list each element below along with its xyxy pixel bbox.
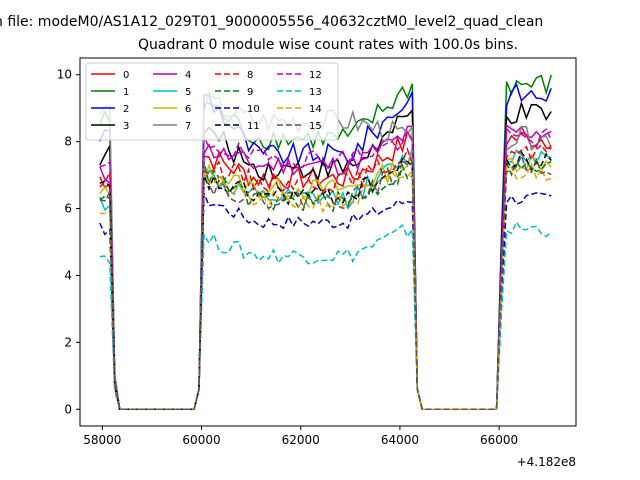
- chart-title: Quadrant 0 module wise count rates with …: [138, 37, 518, 53]
- figure-suptitle: n file: modeM0/AS1A12_029T01_9000005556_…: [0, 14, 544, 30]
- legend-box: [85, 62, 339, 141]
- x-offset-label: +4.182e8: [517, 455, 576, 469]
- series-line-0: [99, 130, 552, 411]
- series-line-9: [99, 160, 552, 411]
- plot-frame: [79, 57, 577, 427]
- y-tick-label: 8: [64, 135, 72, 149]
- series-line-11: [99, 150, 552, 411]
- legend-label-3: 3: [123, 121, 129, 132]
- legend-label-14: 14: [309, 104, 322, 115]
- x-tick-label: 64000: [381, 433, 419, 447]
- legend-label-11: 11: [247, 121, 260, 132]
- legend-label-2: 2: [123, 104, 129, 115]
- legend-label-15: 15: [309, 121, 322, 132]
- series-line-14: [99, 162, 552, 411]
- legend-label-12: 12: [309, 70, 322, 81]
- legend-label-13: 13: [309, 87, 322, 98]
- x-axis: 58000 60000 62000 64000 66000: [83, 426, 518, 447]
- x-tick-label: 58000: [83, 433, 121, 447]
- y-tick-label: 4: [64, 268, 72, 282]
- legend-label-5: 5: [185, 87, 191, 98]
- x-tick-label: 62000: [282, 433, 320, 447]
- series-line-12: [99, 126, 552, 411]
- legend-label-8: 8: [247, 70, 253, 81]
- legend-label-1: 1: [123, 87, 129, 98]
- legend-label-7: 7: [185, 121, 191, 132]
- y-tick-label: 10: [57, 68, 72, 82]
- series-line-13: [99, 220, 552, 411]
- series-line-3: [99, 100, 552, 411]
- legend-label-4: 4: [185, 70, 191, 81]
- y-tick-label: 2: [64, 335, 72, 349]
- legend-label-9: 9: [247, 87, 253, 98]
- y-axis: 0 2 4 6 8 10: [57, 68, 80, 416]
- series-layer: [99, 74, 552, 411]
- y-tick-label: 0: [64, 402, 72, 416]
- x-tick-label: 66000: [480, 433, 518, 447]
- legend-label-10: 10: [247, 104, 260, 115]
- legend-label-0: 0: [123, 70, 129, 81]
- legend-label-6: 6: [185, 104, 191, 115]
- x-tick-label: 60000: [182, 433, 220, 447]
- series-line-15: [99, 154, 552, 411]
- y-tick-label: 6: [64, 202, 72, 216]
- series-line-10: [99, 192, 552, 411]
- series-line-8: [99, 144, 552, 411]
